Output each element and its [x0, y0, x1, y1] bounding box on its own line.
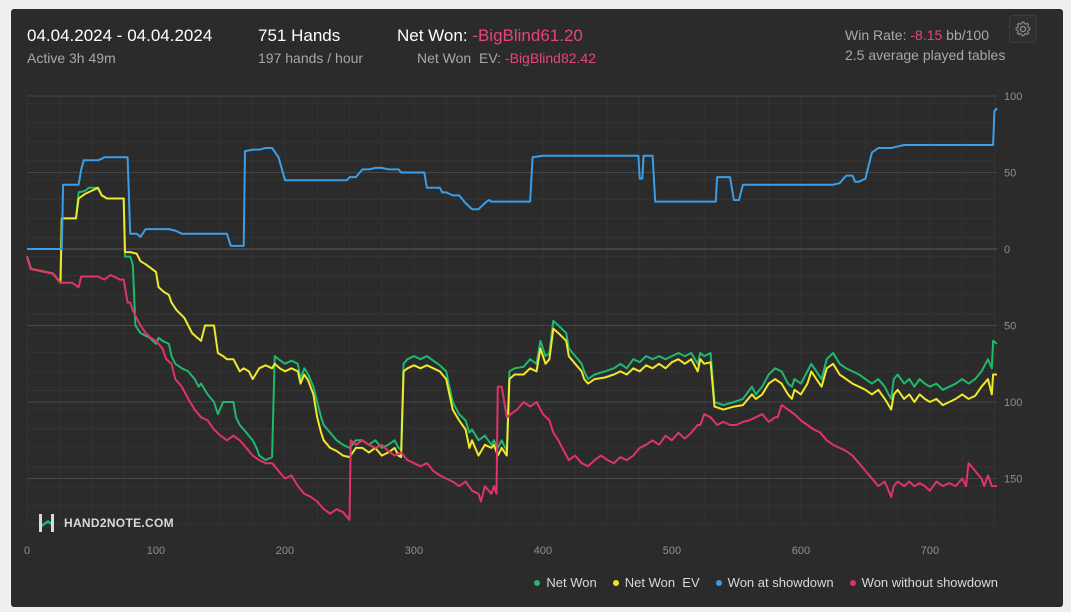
average-tables: 2.5 average played tables [845, 47, 1006, 63]
net-won-label: Net Won: [397, 26, 468, 45]
y-tick-label: 100 [1004, 397, 1022, 409]
chart-panel [11, 9, 1063, 607]
x-tick-label: 200 [276, 545, 294, 557]
win-rate: Win Rate: -8.15 bb/100 [845, 27, 989, 43]
x-tick-label: 600 [792, 545, 810, 557]
chart-legend: Net Won Net Won EV Won at showdown Won with… [534, 575, 998, 590]
chart-grid [26, 95, 997, 525]
y-tick-label: 0 [1004, 244, 1010, 256]
legend-label: Net Won [546, 575, 597, 590]
series-line-net-won [26, 186, 998, 462]
x-tick-label: 300 [405, 545, 423, 557]
active-time: Active 3h 49m [27, 50, 116, 66]
y-tick-label: 50 [1004, 321, 1016, 333]
settings-button[interactable] [1009, 15, 1037, 43]
logo-text: HAND2NOTE.COM [64, 516, 174, 530]
x-tick-label: 0 [24, 545, 30, 557]
gear-icon [1015, 21, 1031, 37]
legend-item[interactable]: Net Won [534, 575, 597, 590]
hands-count: 751 Hands [258, 26, 341, 45]
net-won-value: -BigBlind61.20 [472, 26, 583, 45]
x-tick-label: 100 [147, 545, 165, 557]
legend-label: Net Won EV [624, 575, 700, 590]
win-rate-value: -8.15 [910, 27, 943, 43]
y-axis: 100 50 0 50 100 150 [1004, 91, 1022, 486]
legend-dot-icon [715, 579, 722, 586]
net-won-ev-label: Net Won EV: [417, 50, 502, 66]
win-rate-label: Win Rate: [845, 27, 907, 43]
legend-item[interactable]: Net Won EV [612, 575, 700, 590]
x-axis: 0 100 200 300 400 500 600 700 [24, 545, 939, 557]
hand2note-logo-icon [39, 514, 54, 532]
x-tick-label: 700 [921, 545, 939, 557]
legend-item[interactable]: Won at showdown [715, 575, 834, 590]
y-tick-label: 150 [1004, 474, 1022, 486]
chart-series [26, 107, 998, 521]
net-won: Net Won: -BigBlind61.20 [397, 26, 583, 46]
date-range: 04.04.2024 - 04.04.2024 [27, 26, 213, 45]
legend-dot-icon [612, 579, 619, 586]
legend-dot-icon [534, 579, 541, 586]
series-line-net-won-ev [26, 186, 997, 459]
hands-per-hour: 197 hands / hour [258, 50, 364, 66]
hand2note-logo: HAND2NOTE.COM [36, 512, 174, 534]
legend-item[interactable]: Won without showdown [849, 575, 998, 590]
net-won-ev: Net Won EV: -BigBlind82.42 [417, 50, 596, 66]
legend-dot-icon [849, 579, 856, 586]
y-tick-label: 50 [1004, 168, 1016, 180]
series-line-won-at-showdown [27, 107, 998, 250]
legend-label: Won at showdown [727, 575, 834, 590]
net-won-ev-value: -BigBlind82.42 [504, 50, 596, 66]
legend-label: Won without showdown [861, 575, 998, 590]
y-tick-label: 100 [1004, 91, 1022, 103]
win-rate-unit: bb/100 [946, 27, 989, 43]
x-tick-label: 500 [663, 545, 681, 557]
series-line-won-without-showdown [26, 256, 997, 521]
x-tick-label: 400 [534, 545, 552, 557]
